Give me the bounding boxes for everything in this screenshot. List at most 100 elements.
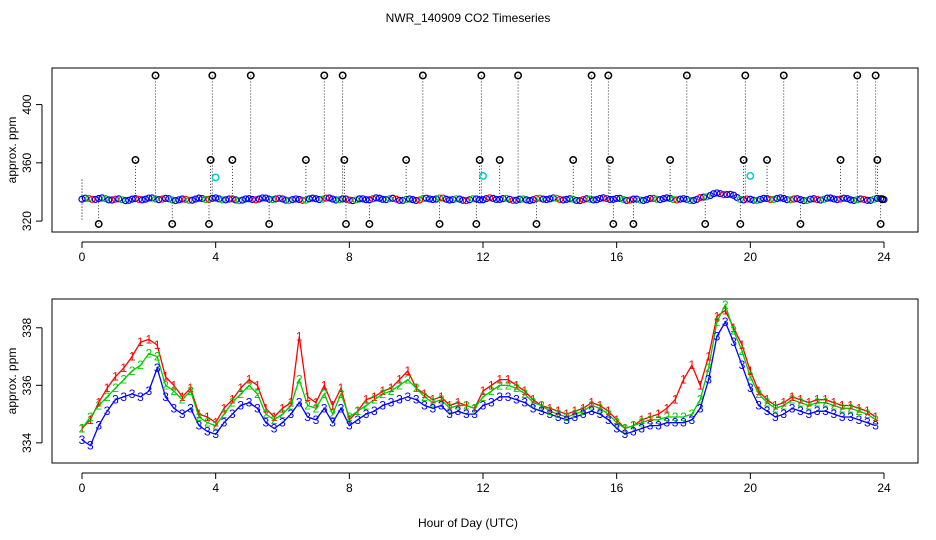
top-flagged-point	[666, 155, 675, 164]
top-series-point	[552, 194, 561, 202]
series-1-point: 1	[647, 410, 654, 424]
top-series-point	[222, 196, 230, 204]
top-series-point	[763, 194, 771, 203]
series-1-point: 1	[480, 384, 487, 398]
top-series-point	[776, 194, 785, 202]
series-3-point: 3	[354, 413, 361, 427]
series-1-point: 1	[137, 335, 144, 349]
top-series-point	[329, 195, 337, 203]
series-2-point: 2	[413, 381, 420, 395]
top-series-point	[188, 196, 196, 204]
top-series-point	[576, 196, 584, 205]
x-tick-label: 20	[744, 481, 758, 495]
top-series-point	[245, 195, 253, 203]
series-3-point: 3	[538, 404, 545, 418]
series-2-point: 2	[463, 398, 470, 412]
top-series-point	[659, 195, 668, 203]
top-series-point	[158, 195, 166, 203]
series-2-point: 2	[346, 410, 353, 424]
series-1-point: 1	[572, 404, 579, 418]
series-2-point: 2	[697, 393, 704, 407]
x-tick-label: 0	[79, 481, 86, 495]
top-flagged-point	[151, 71, 160, 80]
series-1-point: 1	[87, 413, 94, 427]
series-2-point: 2	[597, 401, 604, 415]
series-3-point: 3	[379, 398, 386, 412]
series-1-point: 1	[79, 421, 86, 435]
top-series-point	[248, 195, 257, 204]
series-1-point: 1	[262, 401, 269, 415]
series-1-point: 1	[655, 407, 662, 421]
series-2-point: 2	[780, 398, 787, 412]
series-3-point: 3	[864, 416, 871, 430]
series-2-point: 2	[162, 378, 169, 392]
series-3-point: 3	[413, 393, 420, 407]
top-series-point	[181, 195, 190, 203]
series-2-point: 2	[262, 407, 269, 421]
top-series-point	[586, 195, 594, 203]
top-series-point	[399, 196, 407, 204]
series-2-point: 2	[480, 390, 487, 404]
series-2-point: 2	[797, 396, 804, 410]
top-series-point	[479, 196, 487, 204]
top-flagged-point	[736, 220, 745, 228]
series-3-point: 3	[546, 407, 553, 421]
series-2-point: 2	[772, 401, 779, 415]
top-cyan-point	[479, 171, 487, 180]
top-series-point	[760, 194, 768, 202]
series-2-point: 2	[563, 410, 570, 424]
x-tick-label: 12	[476, 481, 490, 495]
top-series-point	[165, 195, 173, 203]
series-3-point: 3	[555, 410, 562, 424]
top-flagged-point	[472, 220, 481, 228]
series-1-point: 1	[772, 398, 779, 412]
top-flagged-point	[514, 71, 523, 80]
top-series-point	[482, 195, 490, 203]
top-series-point	[422, 194, 430, 202]
series-3-point: 3	[672, 416, 679, 430]
top-series-point	[429, 195, 437, 204]
top-series-point	[499, 194, 507, 203]
series-3-point: 3	[313, 413, 320, 427]
series-3-point: 3	[814, 404, 821, 418]
top-series-point	[596, 194, 604, 203]
top-flagged-point	[701, 220, 710, 228]
series-3-point: 3	[104, 404, 111, 418]
series-1-point: 1	[705, 350, 712, 364]
top-series-point	[171, 196, 180, 205]
series-3-point: 3	[797, 404, 804, 418]
series-3-point: 3	[187, 401, 194, 415]
series-3-point: 3	[622, 427, 629, 441]
top-series-point	[135, 195, 143, 203]
series-2-point: 2	[363, 398, 370, 412]
series-3-point: 3	[338, 401, 345, 415]
series-1-point: 1	[831, 396, 838, 410]
top-series-point	[599, 194, 607, 202]
series-1-point: 1	[580, 401, 587, 415]
series-1-point: 1	[271, 410, 278, 424]
top-series-point	[753, 196, 761, 205]
top-series-point	[215, 195, 223, 203]
top-flagged-point	[208, 71, 217, 80]
series-2-point: 2	[555, 407, 562, 421]
series-2-line	[81, 303, 876, 430]
series-2-point: 2	[154, 350, 161, 364]
series-3-point: 3	[112, 393, 119, 407]
series-3-point: 3	[329, 416, 336, 430]
series-2-point: 2	[321, 387, 328, 401]
series-2-point: 2	[714, 315, 721, 329]
top-series-point	[459, 196, 467, 204]
series-2-point: 2	[605, 407, 612, 421]
series-2-point: 2	[338, 387, 345, 401]
top-flagged-point	[301, 155, 310, 164]
top-series-point	[385, 195, 394, 203]
series-1-point: 1	[613, 413, 620, 427]
top-series-point	[105, 196, 113, 204]
series-3-point: 3	[463, 407, 470, 421]
series-3-point: 3	[446, 407, 453, 421]
top-series-point	[375, 194, 384, 202]
top-series-point	[148, 194, 156, 202]
series-1-point: 1	[739, 338, 746, 352]
top-series-point	[389, 194, 397, 202]
